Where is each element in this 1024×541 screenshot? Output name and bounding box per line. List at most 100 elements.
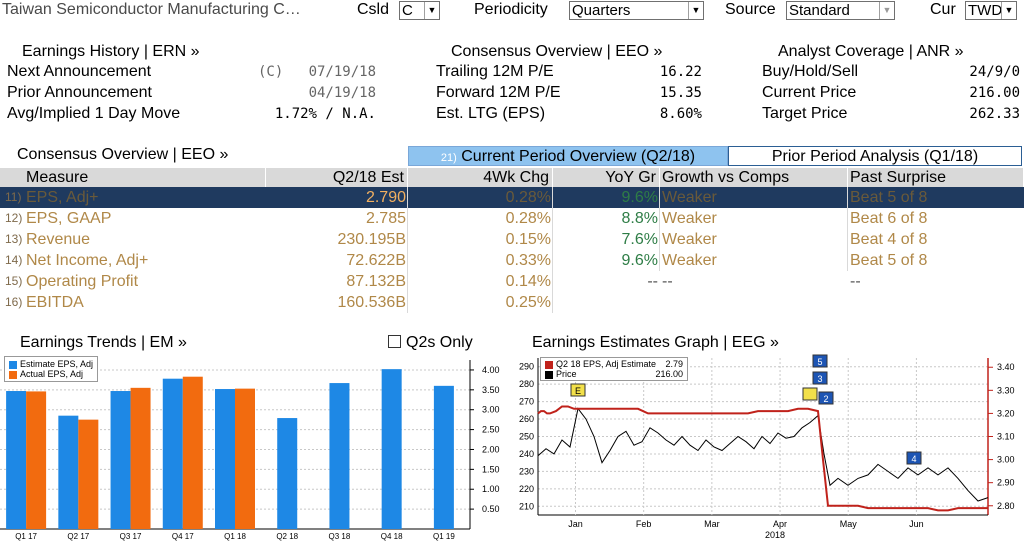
left-y-tick-label: 230 [519,466,534,476]
actual-bar [182,376,203,529]
chevron-down-icon[interactable]: ▼ [424,2,439,19]
column-header-surprise[interactable]: Past Surprise [848,168,1024,188]
table-row[interactable]: 11) EPS, Adj+ 2.790 0.28% 9.6% Weaker Be… [0,187,1024,208]
trailing-pe-value: 16.22 [659,64,702,80]
estimate-cell: 72.622B [346,252,406,269]
right-y-tick-label: 3.10 [997,432,1015,442]
periodicity-select[interactable]: Quarters ▼ [569,1,704,20]
price-line [537,407,989,502]
column-header-4wk-chg[interactable]: 4Wk Chg [408,168,553,188]
left-y-tick-label: 280 [519,379,534,389]
analyst-coverage-link[interactable]: Analyst Coverage | ANR » [778,43,964,60]
csld-select[interactable]: C ▼ [399,1,440,20]
event-marker-2-label: 2 [823,394,828,404]
ltg-value: 8.60% [659,106,702,122]
event-marker-3-label: 3 [817,374,822,384]
consensus-section-title[interactable]: Consensus Overview | EEO » [17,146,229,163]
left-y-tick-label: 210 [519,501,534,511]
earnings-history-title[interactable]: Earnings History | ERN » [22,43,200,60]
tab-prior-period[interactable]: Prior Period Analysis (Q1/18) [728,146,1022,166]
table-row[interactable]: 15) Operating Profit 87.132B 0.14% -- --… [0,271,1024,292]
yoy-cell: 9.6% [621,189,658,206]
table-grid-line [847,187,848,271]
actual-bar [235,388,255,529]
table-row[interactable]: 12) EPS, GAAP 2.785 0.28% 8.8% Weaker Be… [0,208,1024,229]
surprise-cell: Beat 6 of 8 [850,210,928,227]
x-tick-label: May [840,519,858,529]
change-cell: 0.28% [505,210,551,227]
table-row[interactable]: 16) EBITDA 160.536B 0.25% [0,292,1024,313]
source-select[interactable]: Standard ▼ [786,1,895,20]
x-tick-label: Apr [773,519,787,529]
estimate-bar [162,378,183,529]
q2s-only-checkbox[interactable] [388,335,401,348]
change-cell: 0.15% [505,231,551,248]
event-marker-4-label: 4 [911,454,916,464]
yoy-cell: -- [647,273,658,290]
column-header-estimate[interactable]: Q2/18 Est [266,168,408,188]
day-move-label: Avg/Implied 1 Day Move [7,105,181,122]
measure-cell[interactable]: Operating Profit [26,273,139,290]
measure-cell[interactable]: Net Income, Adj+ [26,252,149,269]
estimates-graph-title[interactable]: Earnings Estimates Graph | EEG » [532,334,779,351]
earnings-trends-chart: 0.50 1.00 1.50 2.00 2.50 3.00 3.50 4.00 Q1 17 Q2 … [0,360,500,541]
x-tick-label: Jan [568,519,583,529]
buy-hold-sell-label: Buy/Hold/Sell [762,63,859,80]
row-number: 11) [5,190,22,204]
estimate-cell: 2.790 [365,189,406,206]
estimate-bar [6,391,27,529]
chevron-down-icon[interactable]: ▼ [1001,2,1016,19]
estimate-bar [329,383,350,529]
estimate-cell: 2.785 [365,210,406,227]
legend-eeg-estimate-value: 2.79 [665,359,683,369]
measure-cell[interactable]: EPS, Adj+ [26,189,99,206]
chevron-down-icon[interactable]: ▼ [879,2,894,19]
tab-current-period[interactable]: 21) Current Period Overview (Q2/18) [408,146,728,166]
row-number: 14) [5,253,23,267]
table-row[interactable]: 14) Net Income, Adj+ 72.622B 0.33% 9.6% … [0,250,1024,271]
estimate-line-swatch [545,360,553,369]
x-tick-label: Q1 19 [433,532,455,541]
currency-select[interactable]: TWD ▼ [965,1,1017,20]
legend-eeg-price-value: 216.00 [655,369,683,379]
estimate-bar [215,389,235,529]
measure-cell[interactable]: EPS, GAAP [26,210,112,227]
consensus-overview-link[interactable]: Consensus Overview | EEO » [451,43,663,60]
csld-label: Csld [357,1,390,18]
table-row[interactable]: 13) Revenue 230.195B 0.15% 7.6% Weaker B… [0,229,1024,250]
event-marker-3 [812,371,828,385]
change-cell: 0.14% [505,273,551,290]
measure-cell[interactable]: Revenue [26,231,91,248]
current-price-label: Current Price [762,84,857,101]
actual-bar [26,391,47,529]
price-line-swatch [545,370,553,379]
yoy-cell: 7.6% [621,231,658,248]
measure-cell[interactable]: EBITDA [26,294,84,311]
table-grid-line [552,187,553,313]
currency-value: TWD [968,2,1003,19]
x-tick-label: Jun [909,519,924,529]
left-y-tick-label: 260 [519,414,534,424]
legend-eeg-estimate-label: Q2 18 EPS, Adj Estimate [556,359,657,369]
yoy-cell: 8.8% [621,210,658,227]
x-tick-label: Q4 17 [172,532,194,541]
right-y-tick-label: 3.30 [997,385,1015,395]
eeg-legend: Q2 18 EPS, Adj Estimate 2.79 Price 216.00 [540,357,688,381]
forward-pe-label: Forward 12M P/E [436,84,561,101]
column-header-yoy[interactable]: YoY Gr [553,168,660,188]
row-number: 12) [5,211,23,225]
trailing-pe-label: Trailing 12M P/E [436,63,554,80]
change-cell: 0.33% [505,252,551,269]
estimate-bar [381,369,402,529]
chevron-down-icon[interactable]: ▼ [688,2,703,19]
prior-announcement-value: 04/19/18 [308,85,376,101]
surprise-cell: -- [850,273,861,290]
growth-cell: Weaker [662,189,717,206]
earnings-trends-title[interactable]: Earnings Trends | EM » [20,334,187,351]
x-tick-label: Q1 17 [15,532,37,541]
column-header-measure[interactable]: Measure [0,168,266,188]
security-name[interactable]: Taiwan Semiconductor Manufacturing C… [2,1,301,18]
column-header-growth[interactable]: Growth vs Comps [660,168,848,188]
surprise-cell: Beat 4 of 8 [850,231,928,248]
actual-bar [130,387,151,529]
